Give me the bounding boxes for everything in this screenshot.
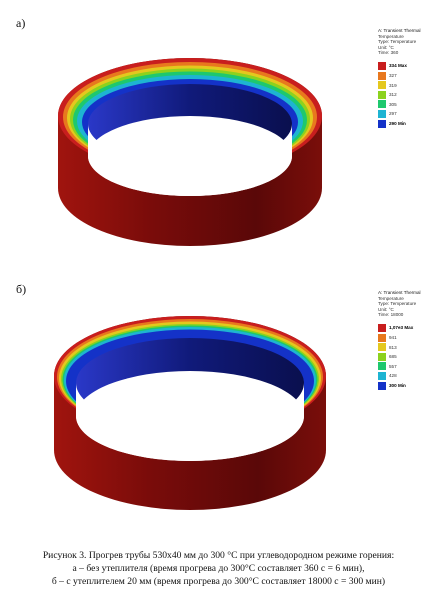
legend-level-label: 319 — [389, 82, 397, 88]
legend-b-title: A: Transient Thermal — [378, 290, 421, 295]
panel-b-label: б) — [16, 282, 27, 296]
caption-line: Рисунок 3. Прогрев трубы 530х40 мм до 30… — [42, 550, 395, 561]
legend-a: A: Transient Thermal Temperature Type: T… — [378, 28, 436, 128]
legend-swatch — [378, 381, 386, 390]
legend-b-scale: 1,07e3 Max 941 813 685 557 428 300 Min — [378, 323, 436, 390]
legend-level-label: 941 — [389, 335, 397, 341]
legend-level-label: 428 — [389, 373, 397, 379]
caption-line: б – с утеплителем 20 мм (время прогрева … — [51, 576, 386, 587]
legend-level-label: 300 Min — [389, 383, 406, 389]
legend-level-label: 312 — [389, 92, 397, 98]
legend-a-title: A: Transient Thermal — [378, 28, 421, 33]
legend-a-line: Unit: °C — [378, 44, 394, 50]
legend-swatch — [378, 61, 386, 70]
legend-swatch — [378, 333, 386, 342]
legend-level-label: 557 — [389, 363, 397, 369]
legend-level-label: 297 — [389, 111, 397, 117]
legend-level-label: 1,07e3 Max — [389, 325, 414, 331]
legend-b-line: Time: 18000 — [378, 312, 404, 318]
legend-b-line: Type: Temperature — [378, 301, 417, 307]
legend-a-line: Temperature — [378, 33, 404, 39]
legend-level-label: 813 — [389, 344, 397, 350]
legend-level-label: 327 — [389, 73, 397, 79]
legend-b-line: Temperature — [378, 295, 404, 301]
legend-a-line: Time: 360 — [378, 50, 399, 56]
panel-a-label: a) — [16, 16, 26, 30]
legend-level-label: 290 Min — [389, 121, 406, 127]
legend-swatch — [378, 90, 386, 99]
legend-a-scale: 334 Max 327 319 312 305 297 290 Min — [378, 61, 436, 128]
pipe-ring-a-image — [58, 58, 322, 246]
legend-swatch — [378, 323, 386, 332]
legend-swatch — [378, 343, 386, 352]
legend-swatch — [378, 100, 386, 109]
legend-swatch — [378, 119, 386, 128]
legend-a-line: Type: Temperature — [378, 39, 417, 45]
legend-swatch — [378, 71, 386, 80]
figure-caption: Рисунок 3. Прогрев трубы 530х40 мм до 30… — [0, 549, 437, 588]
legend-swatch — [378, 352, 386, 361]
legend-swatch — [378, 362, 386, 371]
legend-b-line: Unit: °C — [378, 306, 394, 312]
legend-b: A: Transient Thermal Temperature Type: T… — [378, 290, 436, 390]
legend-level-label: 305 — [389, 101, 397, 107]
caption-line: а – без утеплителя (время прогрева до 30… — [72, 563, 365, 574]
legend-level-label: 334 Max — [389, 63, 407, 69]
pipe-ring-b-image — [54, 316, 326, 510]
legend-swatch — [378, 371, 386, 380]
legend-swatch — [378, 109, 386, 118]
legend-level-label: 685 — [389, 354, 397, 360]
legend-swatch — [378, 81, 386, 90]
